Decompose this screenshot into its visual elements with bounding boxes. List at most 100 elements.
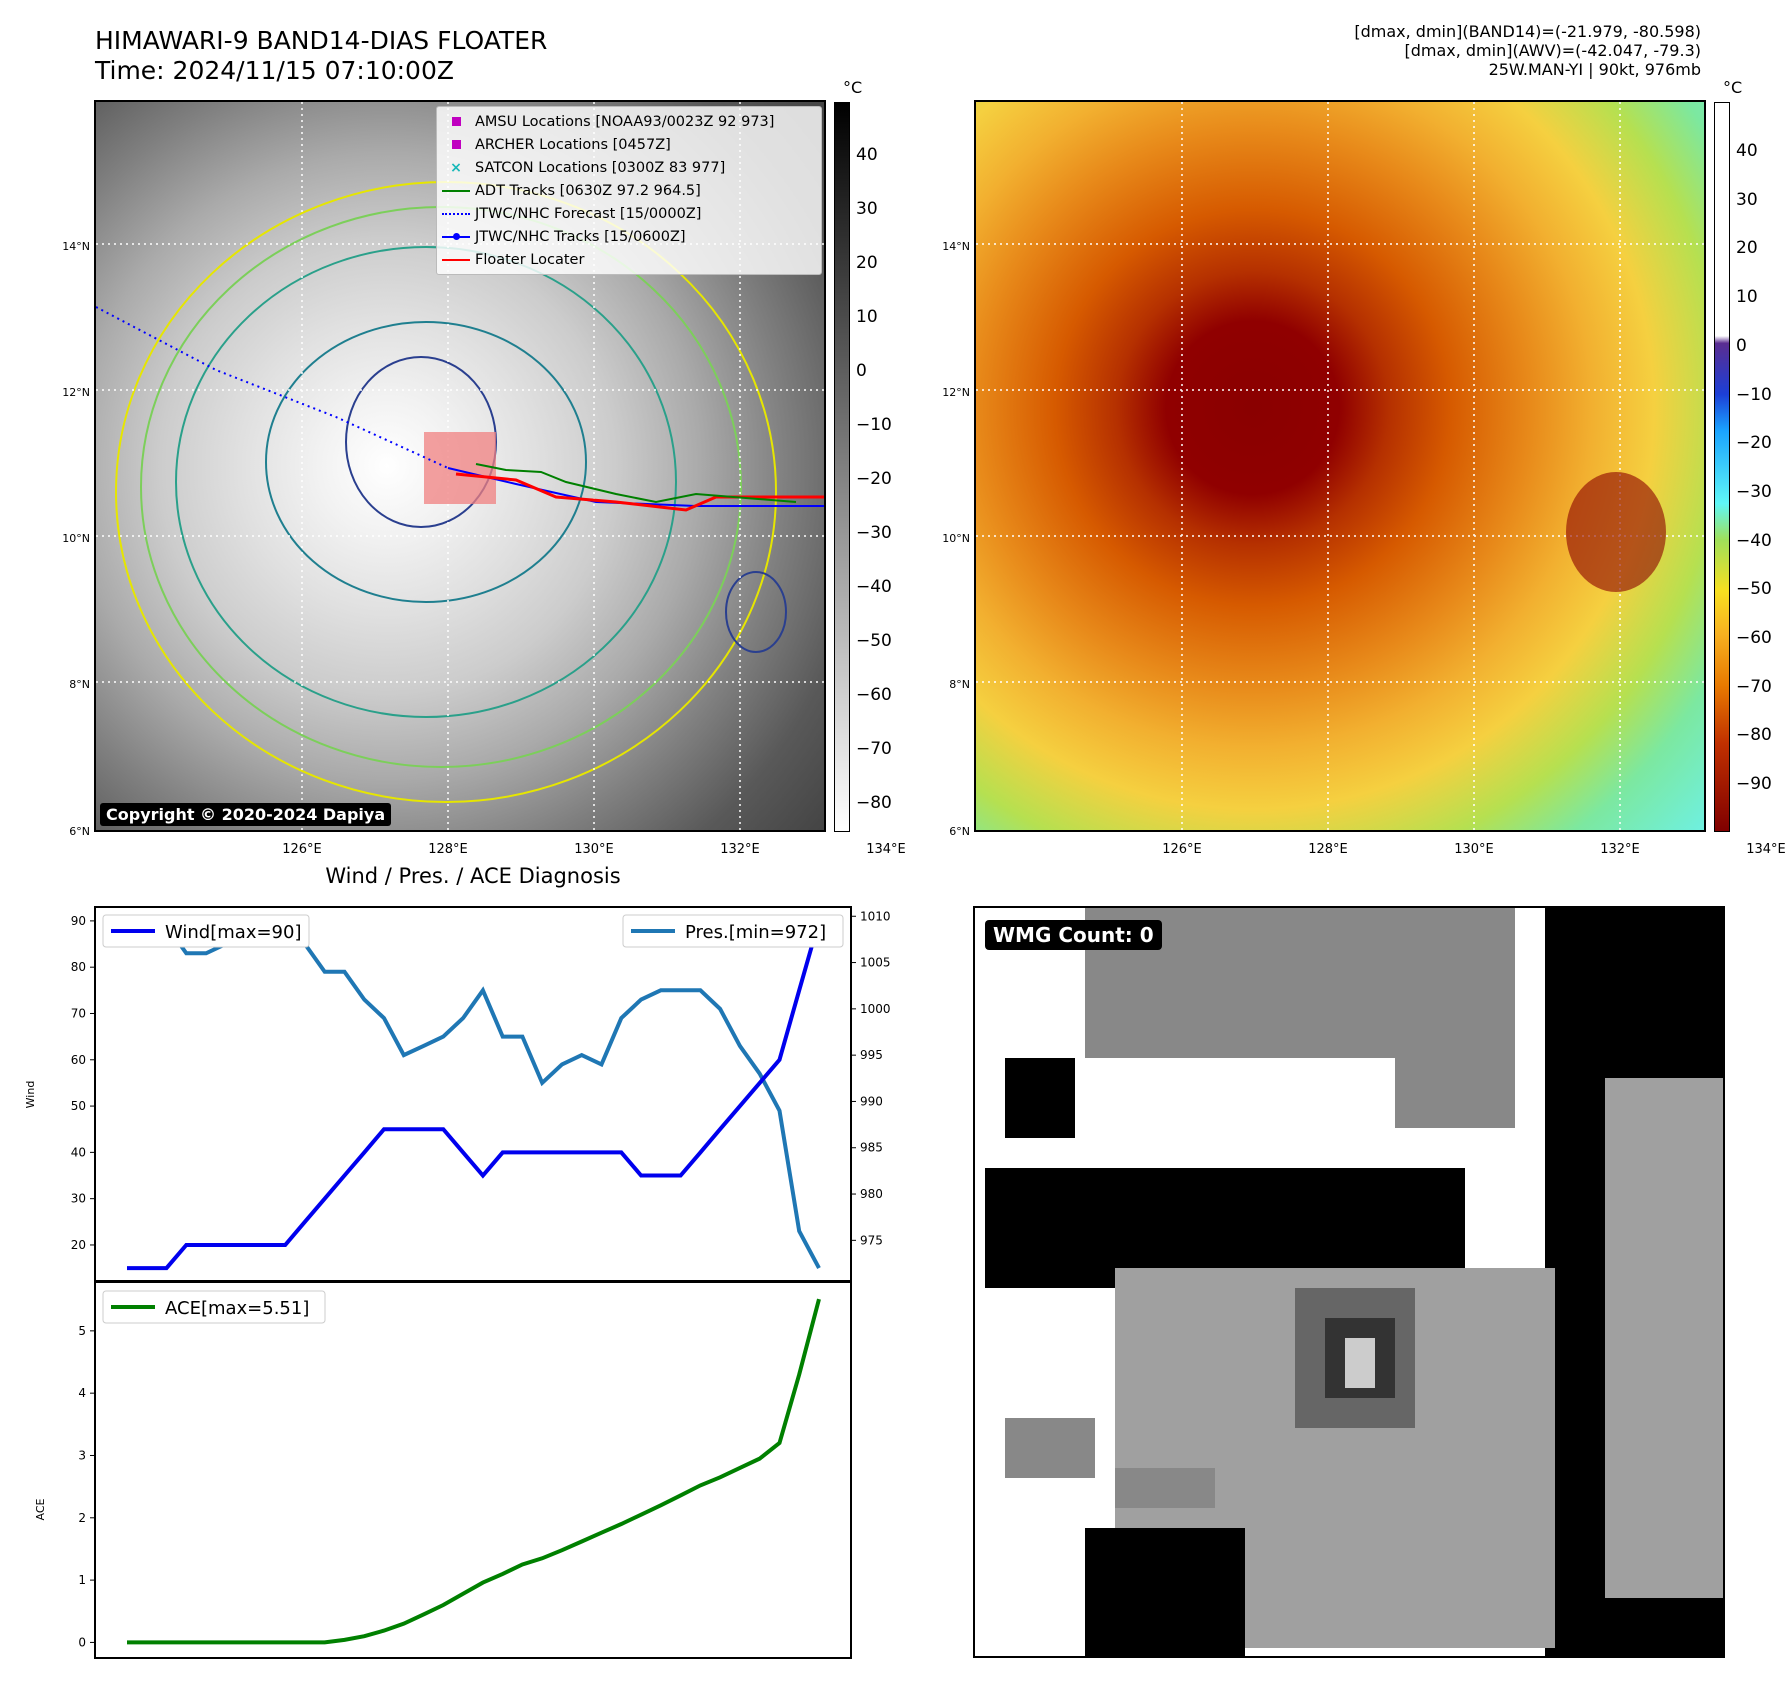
color-colorbar-tick: −70 — [1736, 676, 1772, 697]
wind-tick-label: 60 — [71, 1053, 86, 1067]
longitude-label: 134°E — [866, 842, 906, 857]
gray-colorbar-tick: −30 — [856, 523, 892, 543]
longitude-label: 132°E — [1600, 842, 1640, 857]
gray-colorbar-tick: −80 — [856, 793, 892, 813]
map-legend-entry: Floater Locater — [437, 248, 821, 271]
wind-pressure-chart: 20 30 40 50 60 70 80 90 975 980 985 990 995 1000 1005 1… — [24, 906, 920, 1283]
series-line — [127, 1298, 821, 1645]
figure-title: HIMAWARI-9 BAND14-DIAS FLOATER Time: 202… — [95, 26, 547, 86]
wmg-count-badge: WMG Count: 0 — [985, 920, 1162, 950]
map-legend-entry: JTWC/NHC Forecast [15/0000Z] — [437, 202, 821, 225]
gray-colorbar-tick: 10 — [856, 307, 878, 327]
wind-tick-label: 30 — [71, 1192, 86, 1206]
wind-axis-title: Wind — [24, 1081, 37, 1109]
ace-tick-label: 3 — [78, 1448, 86, 1462]
pressure-legend-label: Pres.[min=972] — [685, 922, 826, 943]
ace-axis-title: ACE — [34, 1498, 47, 1520]
wmg-pixels — [985, 908, 1723, 1656]
color-colorbar-tick: 30 — [1736, 189, 1758, 210]
gray-colorbar-tick: −60 — [856, 685, 892, 705]
latitude-label: 12°N — [942, 386, 970, 399]
latitude-label: 12°N — [62, 386, 90, 399]
wind-tick-label: 20 — [71, 1238, 86, 1252]
color-colorbar-tick: 10 — [1736, 287, 1758, 308]
series-line — [127, 920, 821, 1271]
gray-colorbar-tick: 20 — [856, 253, 878, 273]
gray-colorbar-tick: −20 — [856, 469, 892, 489]
storm-info: [dmax, dmin](BAND14)=(-21.979, -80.598) … — [1354, 22, 1701, 79]
wind-tick-label: 80 — [71, 960, 86, 974]
color-colorbar-tick: −30 — [1736, 481, 1772, 502]
longitude-label: 134°E — [1746, 842, 1786, 857]
dotted-marker-icon — [437, 212, 475, 215]
gray-colorbar-tick: 0 — [856, 361, 867, 381]
color-colorbar-tick: 20 — [1736, 238, 1758, 259]
gray-colorbar-tick: 30 — [856, 199, 878, 219]
cross-marker-icon: × — [450, 159, 462, 176]
latitude-label: 10°N — [942, 532, 970, 545]
map-legend-entry: AMSU Locations [NOAA93/0023Z 92 973] — [437, 110, 821, 133]
line-marker-icon — [437, 258, 475, 261]
map-legend-entry: × SATCON Locations [0300Z 83 977] — [437, 156, 821, 179]
series-line — [127, 923, 821, 1270]
diagnosis-title: Wind / Pres. / ACE Diagnosis — [325, 864, 621, 888]
ace-legend: ACE[max=5.51] — [102, 1290, 326, 1324]
gray-colorbar-tick: −50 — [856, 631, 892, 651]
latitude-label: 8°N — [69, 678, 90, 691]
latitude-label: 14°N — [942, 240, 970, 253]
color-colorbar-tick: −50 — [1736, 579, 1772, 600]
color-colorbar-tick: −40 — [1736, 530, 1772, 551]
latitude-label: 6°N — [949, 825, 970, 838]
ace-tick-label: 1 — [78, 1573, 86, 1587]
longitude-label: 126°E — [282, 842, 322, 857]
ace-tick-label: 0 — [78, 1635, 86, 1649]
ace-chart: 0 1 2 3 4 5 ACE ACE[max=5.51] — [34, 1280, 852, 1659]
pressure-tick-label: 975 — [860, 1233, 883, 1247]
pressure-tick-label: 995 — [860, 1048, 883, 1062]
longitude-label: 126°E — [1162, 842, 1202, 857]
map-legend-label: Floater Locater — [475, 251, 585, 268]
map-legend-label: JTWC/NHC Tracks [15/0600Z] — [475, 228, 686, 245]
map-legend-entry: ADT Tracks [0630Z 97.2 964.5] — [437, 179, 821, 202]
pressure-axis-title: Pressure — [919, 1071, 920, 1118]
pressure-tick-label: 985 — [860, 1141, 883, 1155]
wind-tick-label: 90 — [71, 914, 86, 928]
gray-colorbar — [834, 102, 850, 832]
map-legend-label: ARCHER Locations [0457Z] — [475, 136, 671, 153]
plot-frame — [94, 906, 852, 1283]
color-colorbar-tick: −90 — [1736, 774, 1772, 795]
pressure-legend: Pres.[min=972] — [622, 914, 844, 948]
color-colorbar-unit: °C — [1723, 78, 1743, 97]
wind-tick-label: 70 — [71, 1006, 86, 1020]
map-legend-entry: JTWC/NHC Tracks [15/0600Z] — [437, 225, 821, 248]
latitude-label: 8°N — [949, 678, 970, 691]
ace-legend-label: ACE[max=5.51] — [165, 1298, 309, 1319]
awv-grid — [976, 102, 1704, 830]
longitude-label: 128°E — [1308, 842, 1348, 857]
copyright-badge: Copyright © 2020-2024 Dapiya — [100, 803, 392, 826]
square-marker-icon — [437, 117, 475, 126]
ace-tick-label: 4 — [78, 1386, 86, 1400]
info-line-1: [dmax, dmin](BAND14)=(-21.979, -80.598) — [1354, 22, 1701, 41]
ace-tick-label: 5 — [78, 1324, 86, 1338]
color-colorbar-tick: 40 — [1736, 141, 1758, 161]
plot-frame — [94, 1280, 852, 1659]
info-line-3: 25W.MAN-YI | 90kt, 976mb — [1488, 60, 1701, 79]
gray-colorbar-tick: −10 — [856, 415, 892, 435]
square-marker-icon — [437, 140, 475, 149]
pressure-tick-label: 1000 — [860, 1002, 891, 1016]
map-legend-entry: ARCHER Locations [0457Z] — [437, 133, 821, 156]
wind-legend: Wind[max=90] — [102, 914, 310, 948]
pressure-tick-label: 1005 — [860, 956, 891, 970]
latitude-label: 6°N — [69, 825, 90, 838]
wind-tick-label: 50 — [71, 1099, 86, 1113]
longitude-label: 132°E — [720, 842, 760, 857]
wind-legend-label: Wind[max=90] — [165, 922, 302, 943]
gray-colorbar-unit: °C — [843, 78, 863, 97]
color-colorbar-tick: −60 — [1736, 628, 1772, 648]
gray-colorbar-tick: −70 — [856, 739, 892, 759]
title-line-2: Time: 2024/11/15 07:10:00Z — [95, 56, 454, 85]
color-colorbar-tick: −10 — [1736, 384, 1772, 405]
info-line-2: [dmax, dmin](AWV)=(-42.047, -79.3) — [1404, 41, 1701, 60]
gray-colorbar-tick: −40 — [856, 577, 892, 597]
